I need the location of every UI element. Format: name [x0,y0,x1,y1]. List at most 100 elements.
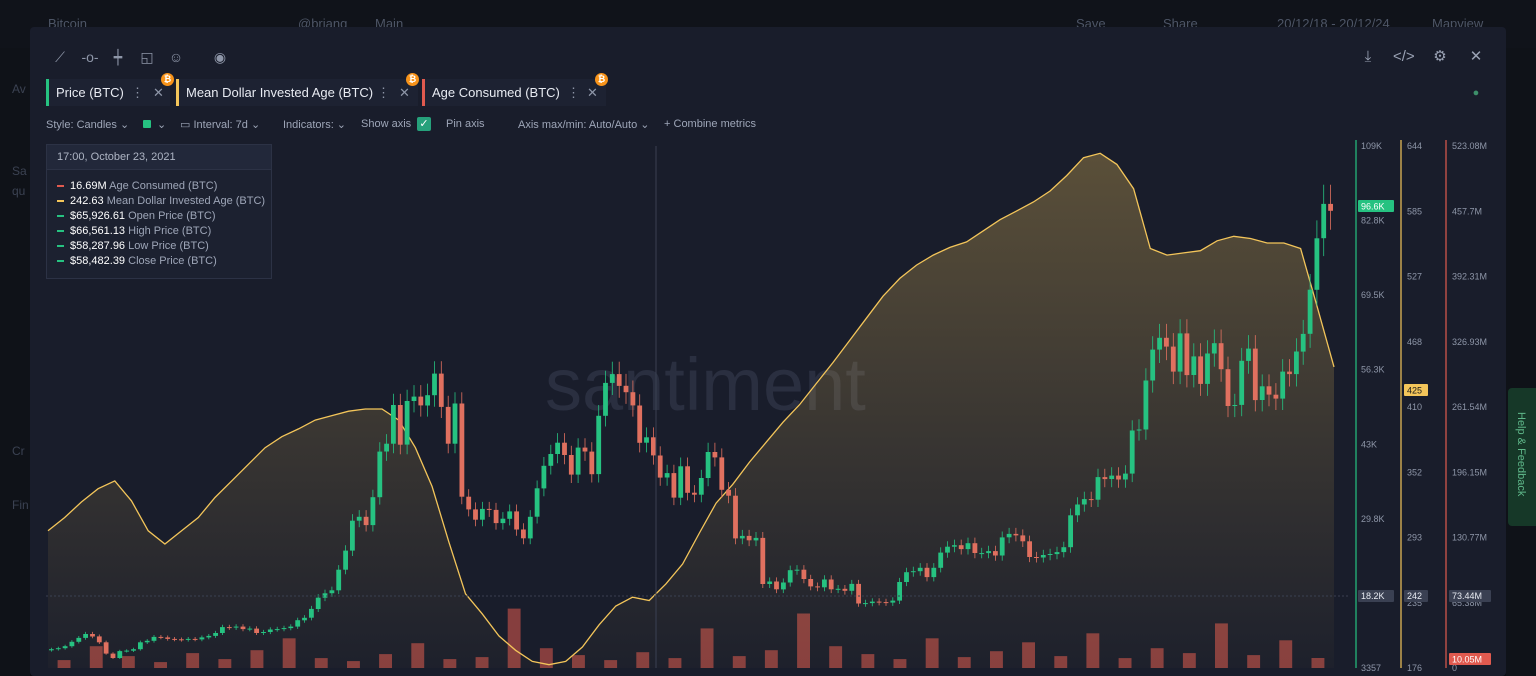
candle-body [1294,351,1299,375]
candle-body [1013,533,1019,536]
candle-body [1205,353,1210,384]
more-options-icon[interactable]: ⋮ [377,85,390,100]
bg-side-text: Av [12,82,26,96]
candle-body [1150,349,1156,381]
indicators-label: Indicators: [283,119,334,131]
axis-current-badge [1449,653,1491,665]
close-icon[interactable]: ✕ [1469,48,1483,65]
candle-body [404,401,410,445]
axis-maxmin-dropdown[interactable]: Axis max/min: Auto/Auto ⌄ [518,119,650,131]
candle-body [1314,238,1320,290]
metric-tab-label: Price (BTC) [56,85,124,100]
more-options-icon[interactable]: ⋮ [567,85,580,100]
candle-body [986,551,991,554]
axis-tick-label: 527 [1407,272,1422,282]
candle-body [363,516,369,526]
candle-body [603,382,608,416]
candle-body [1307,289,1313,334]
axis-crosshair-badge [1449,590,1491,602]
show-axis-checkbox[interactable]: ✓ [417,117,431,131]
candle-body [568,455,574,475]
candle-body [370,497,376,526]
combine-metrics-button[interactable]: + Combine metrics [664,118,756,130]
candle-body [315,597,321,609]
candle-body [596,415,602,475]
pin-axis-toggle[interactable]: Pin axis [446,118,485,130]
candle-body [1116,475,1121,480]
candle-body [1047,554,1053,555]
candle-body [815,586,820,588]
axis-tick-label: 82.8K [1361,216,1385,226]
emoji-icon[interactable]: ☺ [168,49,184,65]
axis-crosshair-value: 18.2K [1361,591,1385,601]
candle-body [322,593,328,598]
axis-tick-label: 468 [1407,337,1422,347]
candle-body [356,516,362,521]
axis-tick-label: 65.38M [1452,598,1482,608]
visibility-icon[interactable]: ◉ [213,49,227,65]
indicators-dropdown[interactable]: Indicators: ⌄ [283,119,347,131]
candle-body [692,492,697,495]
remove-metric-icon[interactable]: ✕ [587,85,598,100]
candle-body [418,396,424,406]
horizontal-ray-icon[interactable]: -o- [81,49,99,65]
candle-body [144,640,150,643]
color-swatch[interactable] [143,120,151,128]
tooltip-row: $65,926.61 Open Price (BTC) [57,210,216,222]
candle-body [835,588,841,590]
candle-body [1259,386,1265,400]
candle-body [733,495,738,539]
candle-body [1006,533,1012,538]
axis-crosshair-value: 73.44M [1452,591,1482,601]
draw-line-icon[interactable]: ⟋ [55,49,65,65]
download-icon[interactable]: ⤓ [1364,48,1372,65]
embed-code-icon[interactable]: </> [1393,48,1415,65]
candle-body [83,634,88,638]
note-icon[interactable]: ◱ [140,49,154,65]
candle-body [938,552,944,568]
remove-metric-icon[interactable]: ✕ [153,85,164,100]
candle-body [842,588,848,591]
style-dropdown[interactable]: Style: Candles ⌄ [46,119,130,131]
axis-tick-label: 293 [1407,533,1422,543]
candle-body [822,579,827,588]
candle-body [432,373,437,396]
more-options-icon[interactable]: ⋮ [131,85,144,100]
help-feedback-tab[interactable]: Help & Feedback [1508,388,1536,526]
candle-body [199,637,205,640]
axis-current-badge [1358,200,1394,212]
interval-dropdown[interactable]: ▭ Interval: 7d ⌄ [180,119,261,131]
metric-tab-price[interactable]: Price (BTC) ⋮ ✕ [46,79,170,106]
candle-body [890,600,896,603]
candle-body [651,437,656,456]
candle-body [62,646,68,649]
candle-body [397,405,403,445]
candle-body [1136,429,1142,431]
axis-tick-label: 523.08M [1452,141,1487,151]
candle-body [945,546,950,553]
candle-body [1164,337,1169,347]
settings-icon[interactable]: ⚙ [1433,48,1447,65]
axis-current-value: 96.6K [1361,202,1385,212]
candle-body [473,509,478,520]
candle-body [500,518,506,524]
candle-body [295,620,301,627]
axis-tick-label: 130.77M [1452,533,1487,543]
candle-body [466,496,472,510]
candle-body [555,442,560,454]
vertical-line-icon[interactable]: ┿ [113,49,123,65]
metric-tab-label: Mean Dollar Invested Age (BTC) [186,85,374,100]
remove-metric-icon[interactable]: ✕ [399,85,410,100]
metric-tab-age-consumed[interactable]: Age Consumed (BTC) ⋮ ✕ [422,79,606,106]
candle-body [185,638,191,640]
candle-body [1068,515,1073,548]
style-label: Style: Candles [46,119,117,131]
axis-tick-label: 3357 [1361,663,1381,673]
candle-body [151,636,157,641]
candle-body [952,545,957,547]
candle-body [897,582,902,601]
candle-body [1102,477,1108,480]
metric-tab-mdia[interactable]: Mean Dollar Invested Age (BTC) ⋮ ✕ [176,79,418,106]
chevron-down-icon[interactable]: ⌄ [157,119,167,131]
